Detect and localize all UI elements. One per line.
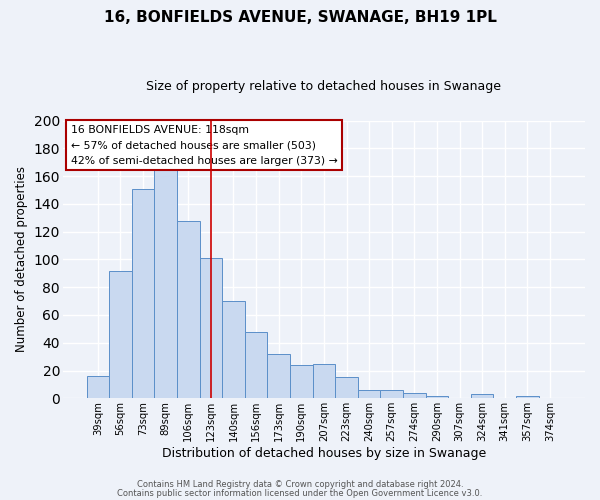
Bar [86,376,109,398]
Bar [335,378,358,398]
Bar [109,270,132,398]
Bar [358,390,380,398]
Bar [268,354,290,399]
Text: Contains public sector information licensed under the Open Government Licence v3: Contains public sector information licen… [118,488,482,498]
Text: 16 BONFIELDS AVENUE: 118sqm
← 57% of detached houses are smaller (503)
42% of se: 16 BONFIELDS AVENUE: 118sqm ← 57% of det… [71,124,337,166]
Bar [516,396,539,398]
Bar [290,365,313,398]
Bar [425,396,448,398]
Bar [380,390,403,398]
Bar [154,169,177,398]
Text: 16, BONFIELDS AVENUE, SWANAGE, BH19 1PL: 16, BONFIELDS AVENUE, SWANAGE, BH19 1PL [104,10,496,25]
Title: Size of property relative to detached houses in Swanage: Size of property relative to detached ho… [146,80,502,93]
Bar [222,301,245,398]
Bar [403,392,425,398]
Bar [177,220,200,398]
Text: Contains HM Land Registry data © Crown copyright and database right 2024.: Contains HM Land Registry data © Crown c… [137,480,463,489]
X-axis label: Distribution of detached houses by size in Swanage: Distribution of detached houses by size … [162,447,486,460]
Y-axis label: Number of detached properties: Number of detached properties [15,166,28,352]
Bar [313,364,335,398]
Bar [471,394,493,398]
Bar [200,258,222,398]
Bar [245,332,268,398]
Bar [132,188,154,398]
